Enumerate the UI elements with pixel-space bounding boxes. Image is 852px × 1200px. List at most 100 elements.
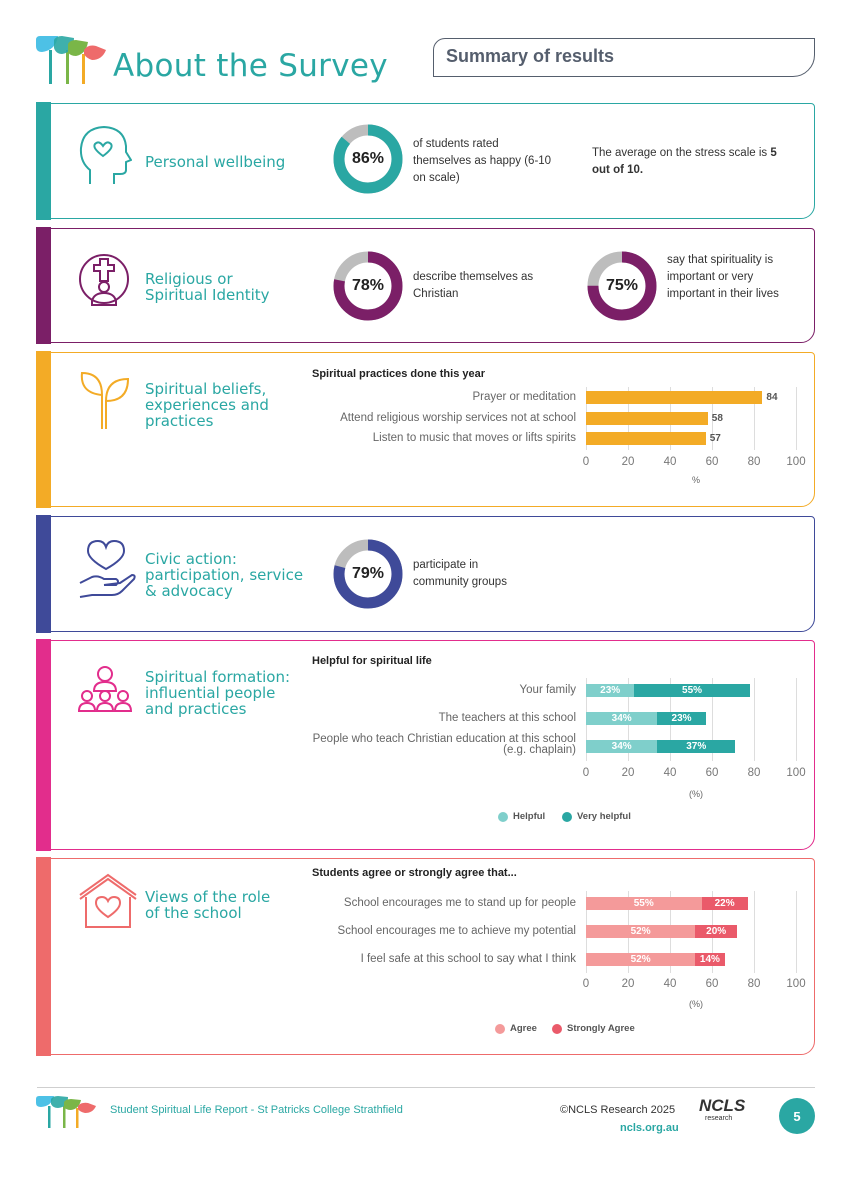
formation-chart-title: Helpful for spiritual life [312,655,432,667]
segment-value-label: 52% [630,954,651,965]
donut-value-arc [333,539,403,609]
segment-value-label: 55% [682,685,703,696]
segment-value-label: 14% [699,954,720,965]
school-title: Views of the role of the school [145,888,271,922]
segment-value-label: 52% [630,926,651,937]
bar-segment [695,953,725,966]
bar-segment [701,897,748,910]
footer-url[interactable]: ncls.org.au [620,1122,679,1134]
x-tick-label: 60 [705,767,719,779]
page-title: About the Survey [113,48,388,84]
ncls-logo-leaves-icon [36,36,106,84]
segment-value-label: 55% [633,898,654,909]
heart-hand-icon [79,539,136,598]
x-tick-label: 20 [621,456,635,468]
x-tick-label: 0 [582,978,590,990]
segment-value-label: 22% [714,898,735,909]
identity-card: Religious or Spiritual Identity 78% desc… [36,227,815,344]
footer-divider [37,1087,815,1088]
beliefs-title: Spiritual beliefs, experiences and pract… [145,380,269,430]
people-group-icon [78,666,132,712]
spirituality-percent: 75% [605,277,639,294]
christian-description: describe themselves as Christian [413,271,534,300]
x-tick-label: 100 [786,978,806,990]
bar-segment [657,740,736,753]
identity-title: Religious or Spiritual Identity [145,270,270,304]
spirituality-donut: 75% [587,251,657,321]
bar-segment [586,925,696,938]
gridline [754,891,755,973]
wellbeing-title: Personal wellbeing [145,153,286,171]
bar-segment [586,897,702,910]
x-tick-label: 40 [663,978,677,990]
happy-percent: 86% [351,150,385,167]
civic-card: Civic action: participation, service & a… [36,515,815,633]
ncls-research-logo: NCLS research [699,1096,746,1123]
x-tick-label: 80 [747,456,761,468]
community-description: participate in community groups [413,559,507,588]
summary-heading: Summary of results [433,38,815,77]
bar-segment [586,953,696,966]
donut-value-arc [333,251,403,321]
category-label: The teachers at this school [438,712,576,724]
x-tick-label: 40 [663,456,677,468]
formation-card: Spiritual formation: influential people … [36,639,815,851]
gridline [712,387,713,450]
category-label: School encourages me to stand up for peo… [343,897,576,909]
bar [586,432,706,445]
bar-segment [657,712,706,725]
gridline [796,891,797,973]
formation-legend-very-helpful: Very helpful [562,811,631,822]
formation-title: Spiritual formation: influential people … [145,668,291,718]
happy-donut: 86% [333,124,403,194]
x-tick-label: 20 [621,978,635,990]
beliefs-x-unit: % [691,475,701,485]
bar-value-label: 57 [709,433,721,444]
formation-x-unit: (%) [689,789,703,799]
school-chart-title: Students agree or strongly agree that... [312,867,517,879]
x-tick-label: 100 [786,456,806,468]
segment-value-label: 34% [611,741,632,752]
bar-segment [586,740,658,753]
beliefs-chart-title: Spiritual practices done this year [312,368,486,380]
community-percent: 79% [351,565,385,582]
school-x-unit: (%) [689,999,703,1009]
house-heart-icon [79,873,137,928]
stress-description: The average on the stress scale is 5 out… [592,147,777,176]
bar-value-label: 84 [766,392,778,403]
school-legend-strongly-agree: Strongly Agree [552,1023,635,1034]
gridline [754,678,755,761]
bar [586,412,708,425]
gridline [712,678,713,761]
category-label: People who teach Christian education at … [312,733,576,756]
civic-title: Civic action: participation, service & a… [145,550,304,600]
segment-value-label: 20% [706,926,727,937]
x-tick-label: 40 [663,767,677,779]
footer-leaves-icon [36,1096,96,1128]
x-tick-label: 100 [786,767,806,779]
spirituality-description: say that spirituality is important or ve… [667,254,779,300]
bar-segment [695,925,738,938]
bar [586,391,763,404]
bar-value-label: 58 [711,413,723,424]
x-tick-label: 80 [747,978,761,990]
x-tick-label: 80 [747,767,761,779]
cross-person-icon [79,254,129,306]
x-tick-label: 60 [705,978,719,990]
page-number: 5 [779,1098,815,1134]
category-label: I feel safe at this school to say what I… [360,953,576,965]
segment-value-label: 34% [611,713,632,724]
x-tick-label: 0 [582,767,590,779]
bar-segment [586,684,635,697]
segment-value-label: 23% [671,713,692,724]
footer-copyright: ©NCLS Research 2025 [560,1104,676,1116]
gridline [796,387,797,450]
beliefs-card: Spiritual beliefs, experiences and pract… [36,351,815,508]
sprout-icon [80,371,130,429]
christian-donut: 78% [333,251,403,321]
segment-value-label: 37% [686,741,707,752]
bar-segment [634,684,750,697]
school-card: Views of the role of the school Students… [36,857,815,1056]
category-label: School encourages me to achieve my poten… [337,925,576,937]
category-label: Your family [519,684,576,696]
